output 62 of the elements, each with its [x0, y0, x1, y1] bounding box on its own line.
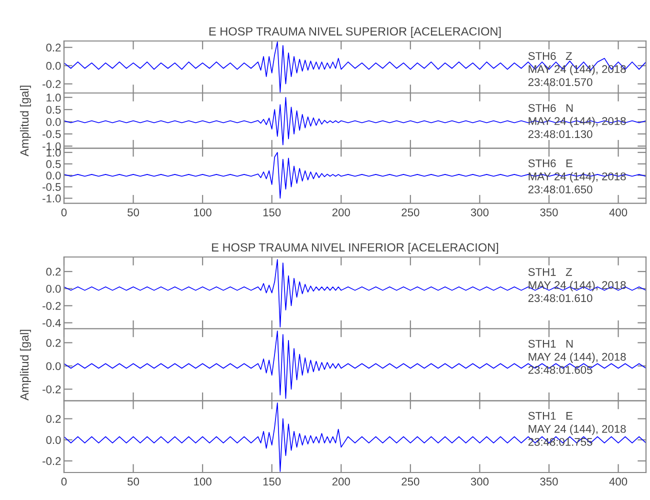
y-tick-label: 0.0	[46, 362, 61, 370]
annotation: STH6 Z	[528, 52, 572, 60]
x-tick-label: 300	[470, 478, 489, 486]
y-tick-label: -1.0	[42, 142, 61, 150]
x-tick-label: 200	[332, 478, 350, 486]
x-tick-label: 100	[194, 478, 212, 486]
x-tick-label: 0	[61, 478, 67, 486]
x-tick-label: 250	[402, 478, 420, 486]
x-tick-label: 100	[194, 208, 212, 216]
annotation: 23:48:01.130	[528, 130, 592, 138]
chart-title: E HOSP TRAUMA NIVEL INFERIOR [ACELERACION]	[212, 242, 498, 254]
y-tick-label: 0.0	[46, 118, 61, 126]
annotation: STH1 Z	[528, 268, 572, 276]
x-tick-label: 350	[540, 208, 558, 216]
y-tick-label: -0.2	[42, 385, 61, 394]
y-tick-label: 0.2	[46, 44, 61, 52]
x-tick-label: 300	[470, 208, 489, 216]
y-tick-label: 1.0	[46, 94, 61, 102]
y-tick-label: -0.2	[42, 302, 61, 310]
x-tick-label: 150	[263, 478, 281, 486]
y-axis-title: Amplitud [gal]	[20, 86, 31, 156]
x-tick-label: 50	[128, 478, 140, 486]
annotation: 23:48:01.755	[528, 438, 592, 446]
x-tick-label: 400	[609, 208, 628, 216]
annotation: STH1 N	[528, 340, 573, 348]
y-tick-label: -0.5	[42, 130, 61, 138]
y-tick-label: -0.2	[42, 80, 61, 88]
y-tick-label: 0.0	[46, 284, 61, 293]
annotation: 23:48:01.605	[528, 366, 592, 374]
annotation: STH6 E	[528, 159, 572, 168]
y-tick-label: 0.0	[46, 172, 61, 180]
y-tick-label: 0.5	[46, 106, 61, 114]
annotation: 23:48:01.650	[528, 186, 592, 194]
annotation: MAY 24 (144), 2018	[528, 64, 626, 76]
annotation: STH1 E	[528, 412, 572, 420]
x-tick-label: 0	[61, 208, 67, 216]
y-tick-label: -0.4	[42, 319, 61, 327]
y-tick-label: 0.5	[46, 160, 61, 168]
x-tick-label: 50	[128, 208, 140, 216]
y-tick-label: 0.0	[46, 436, 61, 444]
y-axis-title: Amplitud [gal]	[20, 330, 31, 401]
x-tick-label: 400	[609, 478, 628, 486]
y-tick-label: 0.2	[46, 268, 61, 276]
y-tick-label: -0.2	[42, 457, 61, 466]
line-series	[64, 330, 646, 399]
annotation: STH6 N	[528, 104, 573, 112]
x-tick-label: 350	[540, 478, 558, 486]
annotation: MAY 24 (144), 2018	[528, 352, 626, 363]
y-tick-label: 0.0	[46, 62, 61, 70]
annotation: MAY 24 (144), 2018	[528, 424, 626, 435]
y-tick-label: -0.5	[42, 183, 61, 191]
line-series	[64, 96, 646, 146]
y-tick-label: -1.0	[42, 194, 61, 202]
line-series	[64, 152, 646, 199]
x-tick-label: 200	[332, 208, 350, 216]
annotation: 23:48:01.610	[528, 294, 592, 302]
chart-title: E HOSP TRAUMA NIVEL SUPERIOR [ACELERACION]	[209, 26, 501, 38]
y-tick-label: 0.2	[46, 338, 61, 347]
annotation: 23:48:01.570	[528, 78, 592, 86]
y-tick-label: 0.2	[46, 414, 61, 423]
x-tick-label: 250	[402, 208, 420, 216]
x-tick-label: 150	[263, 208, 281, 216]
